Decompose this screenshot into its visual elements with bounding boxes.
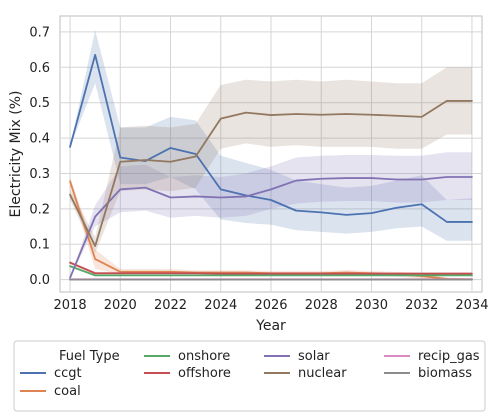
- legend-item-offshore: offshore: [144, 366, 231, 381]
- legend-title: Fuel Type: [59, 349, 120, 364]
- x-tick-label: 2022: [154, 298, 187, 313]
- y-tick-label: 0.3: [29, 167, 50, 182]
- legend-item-biomass: biomass: [384, 366, 472, 381]
- x-tick-label: 2028: [305, 298, 338, 313]
- x-tick-label: 2024: [204, 298, 237, 313]
- confidence-band-nuclear: [70, 67, 472, 254]
- x-tick-label: 2034: [455, 298, 488, 313]
- legend-label: solar: [298, 349, 330, 364]
- x-axis-ticks: 2018 2020 2022 2024 2026 2028 2030 2032 2034: [54, 298, 489, 313]
- legend-items: ccgt coal onshore offshore solar nuclear recip…: [20, 349, 480, 399]
- legend-frame: [13, 340, 486, 412]
- y-axis-label: Electricity Mix (%): [8, 91, 24, 218]
- x-axis-label: Year: [255, 318, 286, 334]
- y-tick-label: 0.4: [29, 132, 50, 147]
- legend: Fuel Type ccgt coal onshore offshore solar nu…: [13, 340, 486, 412]
- legend-item-ccgt: ccgt: [20, 366, 82, 381]
- y-tick-label: 0.7: [29, 25, 50, 40]
- legend-label: onshore: [178, 349, 230, 364]
- series-line-offshore: [69, 261, 473, 275]
- confidence-band-ccgt: [70, 30, 472, 241]
- x-tick-label: 2026: [254, 298, 287, 313]
- x-tick-label: 2020: [104, 298, 137, 313]
- legend-label: offshore: [178, 366, 231, 381]
- y-tick-label: 0.5: [29, 96, 50, 111]
- series-line-solar: [69, 176, 473, 279]
- series-line-onshore: [69, 265, 473, 277]
- legend-label: ccgt: [54, 366, 82, 381]
- series-lines: [69, 54, 473, 281]
- legend-item-coal: coal: [20, 384, 81, 399]
- plot-area: [59, 15, 483, 293]
- y-tick-label: 0.0: [29, 273, 50, 288]
- legend-item-nuclear: nuclear: [264, 366, 347, 381]
- legend-item-solar: solar: [264, 349, 330, 364]
- y-tick-label: 0.6: [29, 61, 50, 76]
- series-line-nuclear: [69, 100, 473, 247]
- y-tick-label: 0.1: [29, 238, 50, 253]
- legend-label: recip_gas: [418, 349, 480, 364]
- legend-label: biomass: [418, 366, 472, 381]
- legend-item-recip_gas: recip_gas: [384, 349, 480, 364]
- y-tick-label: 0.2: [29, 202, 50, 217]
- x-tick-label: 2030: [355, 298, 388, 313]
- legend-label: coal: [54, 384, 81, 399]
- confidence-band-coal: [70, 177, 472, 280]
- confidence-band-solar: [70, 152, 472, 278]
- legend-label: nuclear: [298, 366, 347, 381]
- x-tick-label: 2018: [54, 298, 87, 313]
- legend-item-onshore: onshore: [144, 349, 230, 364]
- x-tick-label: 2032: [405, 298, 438, 313]
- y-axis-ticks: 0.0 0.1 0.2 0.3 0.4 0.5 0.6 0.7: [29, 25, 50, 288]
